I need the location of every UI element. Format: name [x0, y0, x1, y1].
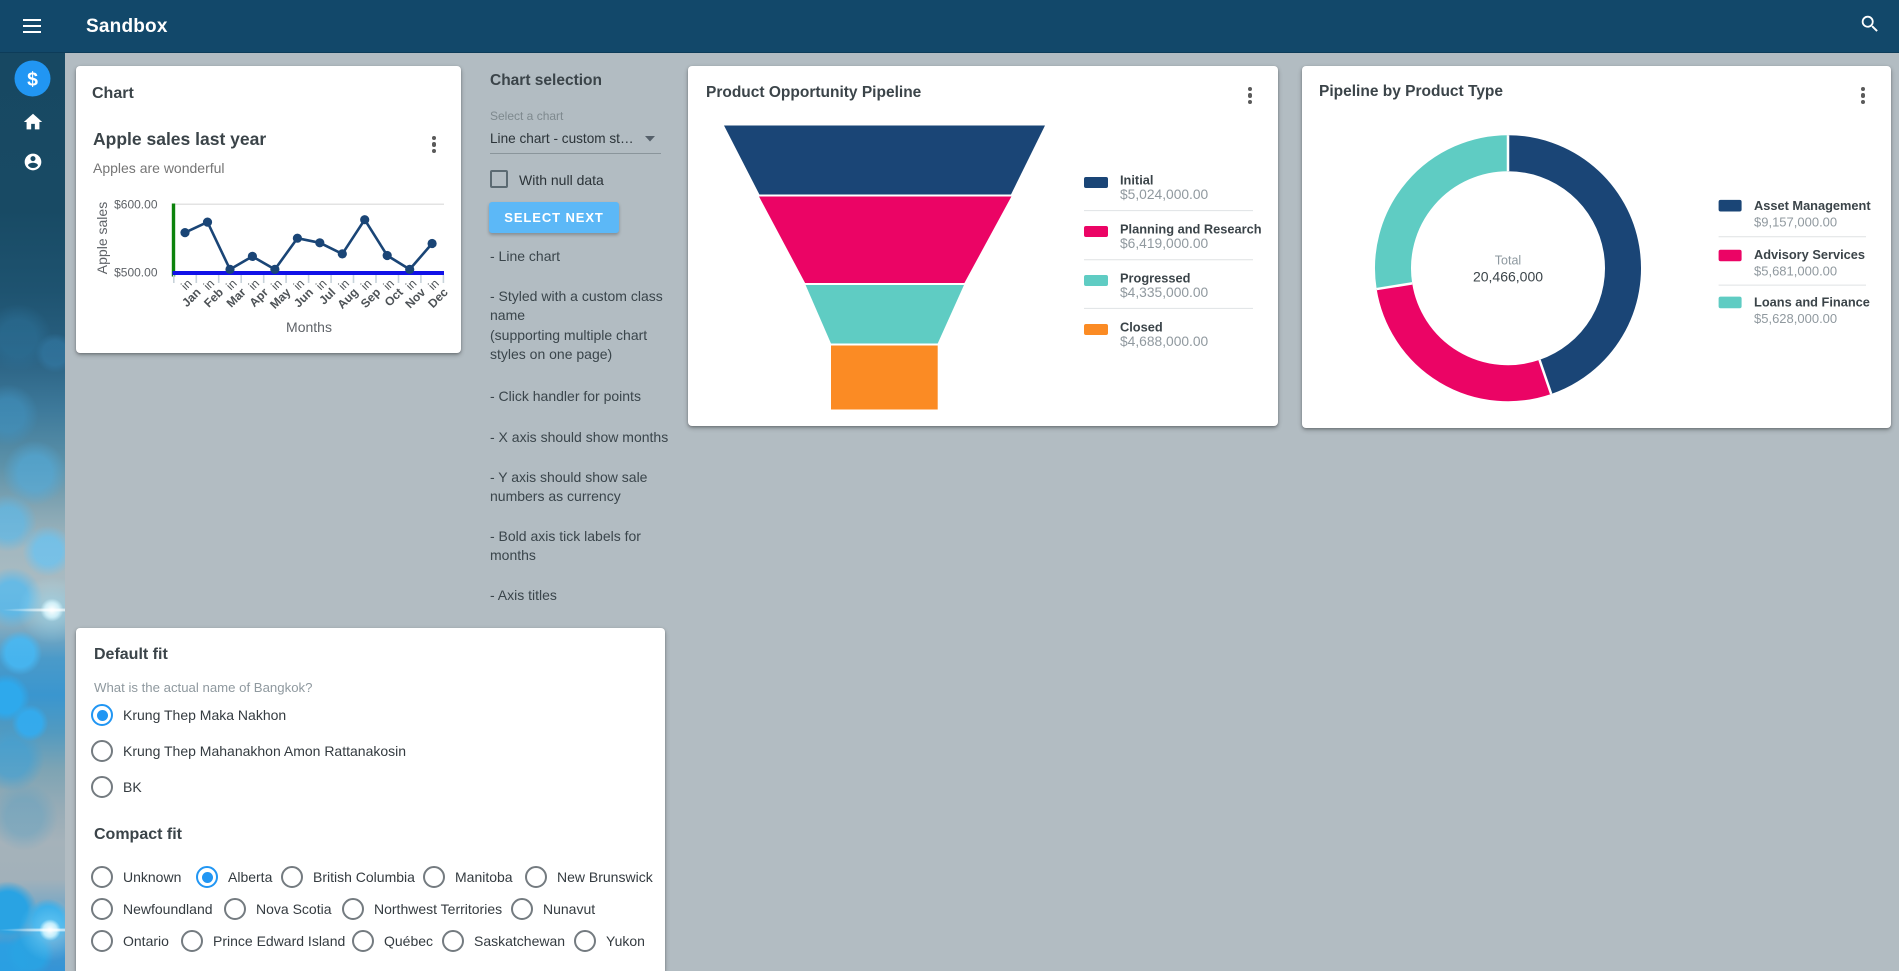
svg-text:$600.00: $600.00	[114, 197, 158, 211]
svg-text:$4,688,000.00: $4,688,000.00	[1120, 334, 1209, 349]
svg-text:Advisory Services: Advisory Services	[1754, 247, 1865, 262]
svg-text:$5,681,000.00: $5,681,000.00	[1754, 263, 1837, 278]
svg-text:Planning and Research: Planning and Research	[1120, 221, 1262, 236]
svg-text:$5,024,000.00: $5,024,000.00	[1120, 187, 1209, 202]
svg-text:Months: Months	[286, 319, 332, 335]
svg-text:$6,419,000.00: $6,419,000.00	[1120, 236, 1209, 251]
svg-text:20,466,000: 20,466,000	[1473, 268, 1543, 284]
svg-text:Progressed: Progressed	[1120, 270, 1190, 285]
svg-text:Asset Management: Asset Management	[1754, 197, 1871, 212]
svg-text:$4,335,000.00: $4,335,000.00	[1120, 285, 1209, 300]
svg-text:Initial: Initial	[1120, 172, 1153, 187]
svg-text:$500.00: $500.00	[114, 265, 158, 279]
svg-text:$: $	[27, 69, 38, 91]
svg-text:$9,157,000.00: $9,157,000.00	[1754, 214, 1837, 229]
svg-text:Closed: Closed	[1120, 319, 1163, 334]
svg-text:$5,628,000.00: $5,628,000.00	[1754, 311, 1837, 326]
svg-text:Total: Total	[1495, 253, 1521, 267]
svg-text:Apple sales: Apple sales	[94, 201, 110, 273]
svg-text:Loans and Finance: Loans and Finance	[1754, 294, 1870, 309]
svg-text:inJan: inJan	[170, 276, 203, 309]
